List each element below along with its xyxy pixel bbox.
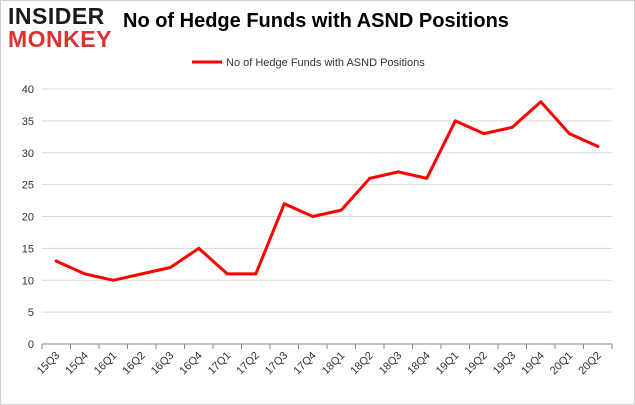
x-tick-label: 16Q4 bbox=[177, 350, 205, 378]
series-line bbox=[54, 100, 600, 282]
data-point bbox=[510, 125, 514, 129]
logo-bottom-text: MONKEY bbox=[8, 26, 112, 52]
data-point bbox=[254, 272, 258, 276]
y-tick-label: 35 bbox=[22, 116, 34, 128]
legend-label: No of Hedge Funds with ASND Positions bbox=[226, 57, 425, 69]
x-tick-label: 19Q4 bbox=[519, 350, 547, 378]
x-tick-label: 16Q1 bbox=[92, 350, 120, 378]
data-point bbox=[425, 176, 429, 180]
x-tick-label: 15Q3 bbox=[35, 350, 63, 378]
x-tick-label: 18Q1 bbox=[320, 350, 348, 378]
y-tick-label: 30 bbox=[22, 148, 34, 160]
x-tick-label: 19Q1 bbox=[434, 350, 462, 378]
y-tick-label: 10 bbox=[22, 275, 34, 287]
x-tick-label: 15Q4 bbox=[63, 350, 91, 378]
x-tick-label: 17Q4 bbox=[291, 350, 319, 378]
y-tick-label: 0 bbox=[28, 339, 34, 351]
legend: No of Hedge Funds with ASND Positions bbox=[192, 57, 425, 69]
y-tick-label: 25 bbox=[22, 180, 34, 192]
data-point bbox=[339, 208, 343, 212]
data-point bbox=[282, 202, 286, 206]
data-point bbox=[539, 100, 543, 104]
axes bbox=[41, 343, 613, 349]
x-tick-label: 16Q3 bbox=[149, 350, 177, 378]
data-point bbox=[83, 272, 87, 276]
data-point bbox=[197, 246, 201, 250]
x-tick-label: 16Q2 bbox=[120, 350, 148, 378]
x-tick-label: 18Q4 bbox=[405, 350, 433, 378]
data-point bbox=[168, 266, 172, 269]
x-tick-label: 17Q3 bbox=[263, 350, 291, 378]
x-tick-label: 17Q2 bbox=[234, 350, 262, 378]
x-tick-label: 18Q2 bbox=[348, 350, 376, 378]
data-point bbox=[54, 259, 58, 263]
y-axis-tick-labels: 0 5 10 15 20 25 30 35 40 bbox=[22, 84, 34, 351]
data-point bbox=[396, 170, 400, 174]
y-tick-label: 5 bbox=[28, 307, 34, 319]
x-tick-label: 20Q1 bbox=[548, 350, 576, 378]
x-tick-label: 19Q2 bbox=[462, 350, 490, 378]
y-tick-label: 20 bbox=[22, 212, 34, 224]
chart-title: No of Hedge Funds with ASND Positions bbox=[123, 10, 509, 32]
data-point bbox=[311, 215, 315, 218]
data-point bbox=[111, 278, 115, 282]
data-point bbox=[453, 119, 457, 123]
y-tick-label: 40 bbox=[22, 84, 34, 96]
x-axis-tick-labels: 15Q3 15Q4 16Q1 16Q2 16Q3 16Q4 17Q1 17Q2 17Q3 17Q4… bbox=[35, 350, 604, 378]
data-point bbox=[482, 132, 486, 136]
insider-monkey-logo: INSIDER MONKEY bbox=[8, 4, 116, 52]
x-tick-label: 18Q3 bbox=[377, 350, 405, 378]
series-layer bbox=[54, 100, 600, 282]
logo-top-text: INSIDER bbox=[8, 3, 105, 29]
data-point bbox=[225, 272, 229, 276]
x-tick-label: 17Q1 bbox=[206, 350, 234, 378]
gridlines bbox=[42, 88, 612, 313]
x-tick-label: 20Q2 bbox=[576, 350, 604, 378]
data-point bbox=[567, 132, 571, 136]
data-point bbox=[596, 144, 600, 148]
x-tick-label: 19Q3 bbox=[491, 350, 519, 378]
data-point bbox=[368, 176, 372, 180]
data-point bbox=[140, 272, 144, 276]
y-tick-label: 15 bbox=[22, 243, 34, 255]
